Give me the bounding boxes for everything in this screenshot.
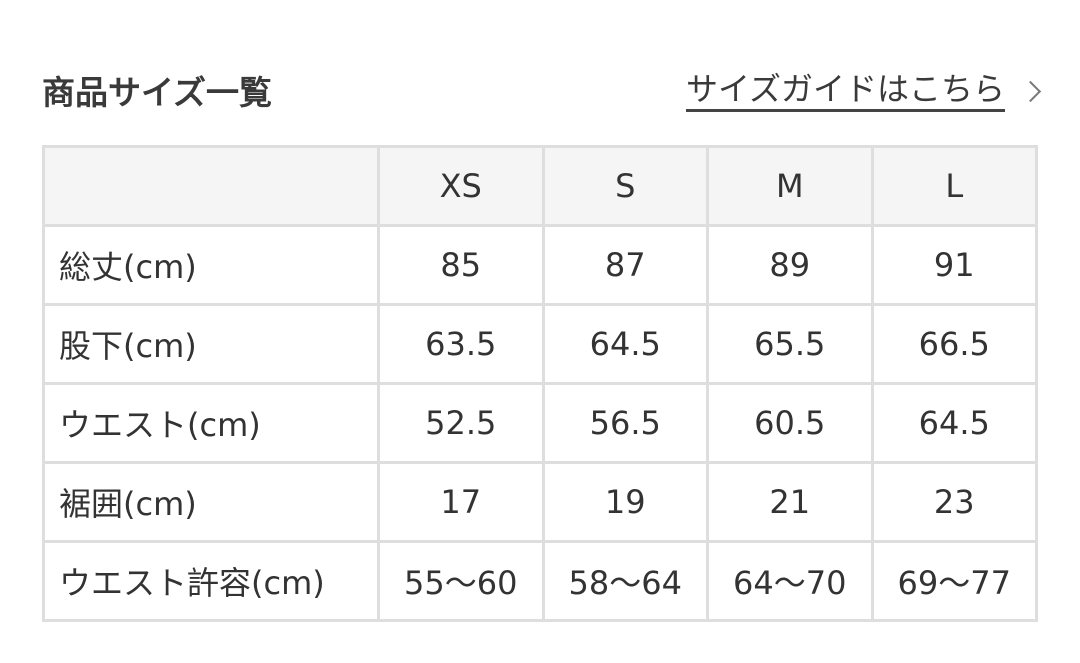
row-label: 裾囲(cm) xyxy=(42,461,380,543)
table-cell: 17 xyxy=(377,461,545,543)
column-header xyxy=(42,145,380,227)
table-row: 裾囲(cm) 17 19 21 23 xyxy=(42,461,1038,543)
size-guide-link-label: サイズガイドはこちら xyxy=(685,70,1005,112)
table-cell: 21 xyxy=(706,461,874,543)
table-cell: 58〜64 xyxy=(541,540,709,622)
table-cell: 60.5 xyxy=(706,382,874,464)
table-cell: 56.5 xyxy=(541,382,709,464)
table-cell: 91 xyxy=(870,224,1038,306)
table-cell: 64〜70 xyxy=(706,540,874,622)
table-cell: 52.5 xyxy=(377,382,545,464)
table-cell: 66.5 xyxy=(870,303,1038,385)
column-header: L xyxy=(870,145,1038,227)
table-row: ウエスト許容(cm) 55〜60 58〜64 64〜70 69〜77 xyxy=(42,540,1038,622)
table-row: 総丈(cm) 85 87 89 91 xyxy=(42,224,1038,306)
row-label: 股下(cm) xyxy=(42,303,380,385)
column-header: XS xyxy=(377,145,545,227)
column-header: S xyxy=(541,145,709,227)
table-cell: 63.5 xyxy=(377,303,545,385)
column-header: M xyxy=(706,145,874,227)
chevron-right-icon xyxy=(1019,80,1042,102)
table-cell: 64.5 xyxy=(870,382,1038,464)
size-table: XS S M L 総丈(cm) 85 87 89 91 股下(cm) 63.5 64.5 65.… xyxy=(42,145,1038,622)
table-row: 股下(cm) 63.5 64.5 65.5 66.5 xyxy=(42,303,1038,385)
table-cell: 89 xyxy=(706,224,874,306)
table-cell: 64.5 xyxy=(541,303,709,385)
table-cell: 87 xyxy=(541,224,709,306)
table-cell: 85 xyxy=(377,224,545,306)
table-cell: 55〜60 xyxy=(377,540,545,622)
row-label: ウエスト許容(cm) xyxy=(42,540,380,622)
page-title: 商品サイズ一覧 xyxy=(42,73,273,112)
row-label: 総丈(cm) xyxy=(42,224,380,306)
table-cell: 69〜77 xyxy=(870,540,1038,622)
table-row: ウエスト(cm) 52.5 56.5 60.5 64.5 xyxy=(42,382,1038,464)
table-header-row: XS S M L xyxy=(42,145,1038,227)
table-cell: 65.5 xyxy=(706,303,874,385)
size-guide-link[interactable]: サイズガイドはこちら xyxy=(685,70,1042,112)
table-cell: 23 xyxy=(870,461,1038,543)
row-label: ウエスト(cm) xyxy=(42,382,380,464)
table-cell: 19 xyxy=(541,461,709,543)
